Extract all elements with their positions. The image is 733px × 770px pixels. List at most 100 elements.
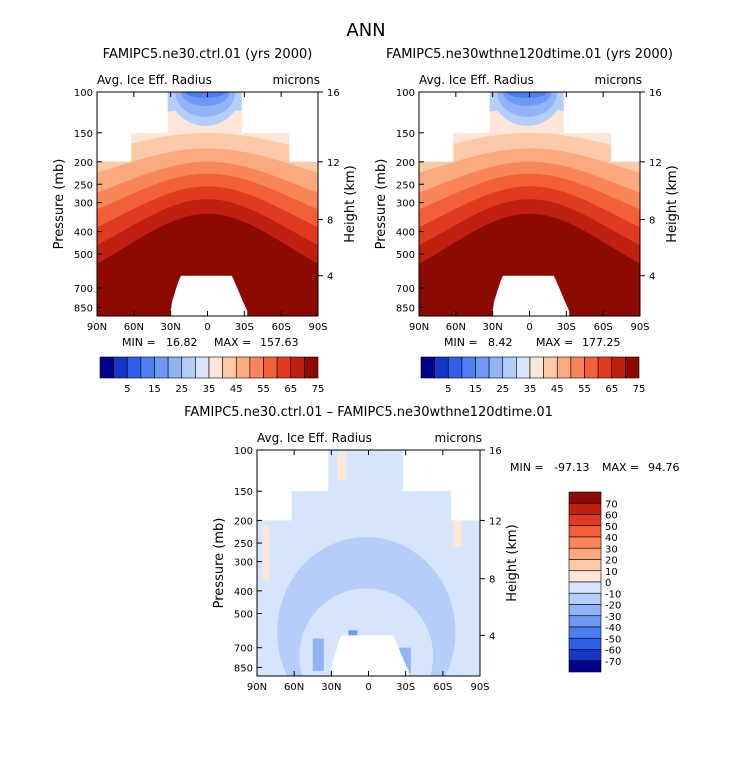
colorbar-swatch xyxy=(276,356,292,379)
y-tick-label: 150 xyxy=(396,129,415,140)
colorbar-swatch xyxy=(568,592,602,605)
colorbar-swatch xyxy=(568,626,602,639)
missing-data-region xyxy=(241,92,318,162)
x-tick-label: 60N xyxy=(124,322,144,333)
colorbar-label: 20 xyxy=(605,556,618,567)
y-tick-label: 850 xyxy=(74,303,93,314)
colorbar-swatch xyxy=(568,547,602,560)
colorbar-swatch xyxy=(597,356,613,379)
colorbar-swatch xyxy=(502,356,517,379)
colorbar-label: 45 xyxy=(230,384,243,395)
colorbar-swatch xyxy=(461,356,476,379)
colorbar-swatch xyxy=(113,356,128,379)
x-tick-label: 30S xyxy=(396,682,415,693)
colorbar-swatch xyxy=(235,356,251,379)
panel-variable-label: Avg. Ice Eff. Radius xyxy=(257,431,372,445)
panel-title: FAMIPC5.ne30wthne120dtime.01 (yrs 2000) xyxy=(386,47,673,62)
colorbar-label: 45 xyxy=(551,384,564,395)
colorbar-swatch xyxy=(556,356,572,379)
colorbar-swatch xyxy=(568,637,602,650)
missing-data-region xyxy=(563,92,640,162)
missing-data-region xyxy=(491,275,570,316)
x-tick-label: 90N xyxy=(409,322,429,333)
height-tick-label: 4 xyxy=(327,272,333,283)
colorbar-swatch xyxy=(568,649,602,662)
colorbar-swatch xyxy=(568,514,602,527)
min-label: MIN = xyxy=(444,336,478,349)
colorbar-label: 40 xyxy=(605,533,618,544)
x-tick-label: 30N xyxy=(321,682,341,693)
y-tick-label: 150 xyxy=(74,129,93,140)
colorbar-label: 35 xyxy=(203,384,216,395)
colorbar-swatch xyxy=(154,356,169,379)
y-tick-label: 400 xyxy=(234,587,253,598)
colorbar-swatch xyxy=(195,356,210,379)
y-tick-label: 100 xyxy=(234,446,253,457)
y-axis-label: Pressure (mb) xyxy=(374,159,389,250)
colorbar-label: 25 xyxy=(175,384,188,395)
x-tick-label: 90N xyxy=(247,682,267,693)
figure-title: ANN xyxy=(346,20,385,41)
missing-data-region xyxy=(257,450,329,521)
colorbar-swatch xyxy=(304,356,319,379)
y-tick-label: 250 xyxy=(234,539,253,550)
colorbar-swatch xyxy=(208,356,223,379)
colorbar-swatch xyxy=(570,356,585,379)
colorbar-label: 0 xyxy=(605,578,611,589)
panel-units-label: microns xyxy=(595,73,643,87)
colorbar-label: 75 xyxy=(633,384,646,395)
height-tick-label: 12 xyxy=(649,158,662,169)
x-tick-label: 0 xyxy=(204,322,210,333)
height-tick-label: 8 xyxy=(489,575,495,586)
colorbar-label: 15 xyxy=(148,384,161,395)
colorbar-label: 70 xyxy=(605,499,618,510)
missing-data-region xyxy=(169,275,248,316)
max-label: MAX = xyxy=(214,336,251,349)
y-tick-label: 100 xyxy=(396,88,415,99)
colorbar-label: 65 xyxy=(284,384,297,395)
colorbar-label: 55 xyxy=(578,384,591,395)
y-tick-label: 200 xyxy=(74,158,93,169)
panel-ctrl: FAMIPC5.ne30.ctrl.01 (yrs 2000) Avg. Ice … xyxy=(52,47,358,395)
colorbar-label: 65 xyxy=(605,384,618,395)
contour-band xyxy=(312,638,324,671)
y-tick-label: 250 xyxy=(74,180,93,191)
missing-data-region xyxy=(403,450,480,521)
y-axis-right-label: Height (km) xyxy=(343,165,358,242)
y-tick-label: 500 xyxy=(74,250,93,261)
height-tick-label: 8 xyxy=(649,216,655,227)
min-label: MIN = xyxy=(510,461,544,474)
colorbar-label: 5 xyxy=(124,384,130,395)
colorbar-swatch xyxy=(140,356,155,379)
colorbar-swatch xyxy=(181,356,196,379)
min-label: MIN = xyxy=(122,336,156,349)
y-tick-label: 150 xyxy=(234,487,253,498)
colorbar-label: -70 xyxy=(605,657,621,668)
y-tick-label: 400 xyxy=(396,228,415,239)
colorbar-label: 30 xyxy=(605,544,618,555)
y-tick-label: 850 xyxy=(396,303,415,314)
x-tick-label: 90N xyxy=(87,322,107,333)
y-tick-label: 200 xyxy=(396,158,415,169)
height-tick-label: 16 xyxy=(489,446,502,457)
colorbar-swatch xyxy=(543,356,558,379)
x-tick-label: 90S xyxy=(630,322,649,333)
contour-band xyxy=(337,452,347,481)
y-tick-label: 500 xyxy=(234,610,253,621)
colorbar-label: 15 xyxy=(469,384,482,395)
height-tick-label: 16 xyxy=(327,88,340,99)
x-tick-label: 60S xyxy=(433,682,452,693)
x-tick-label: 30N xyxy=(161,322,181,333)
colorbar-label: 35 xyxy=(524,384,537,395)
colorbar-label: -50 xyxy=(605,634,621,645)
colorbar-swatch xyxy=(249,356,264,379)
colorbar-label: 60 xyxy=(605,511,618,522)
x-tick-label: 30N xyxy=(483,322,503,333)
x-tick-label: 90S xyxy=(308,322,327,333)
y-tick-label: 700 xyxy=(74,284,93,295)
colorbar-swatch xyxy=(584,356,599,379)
colorbar-swatch xyxy=(625,356,640,379)
panel-title: FAMIPC5.ne30.ctrl.01 (yrs 2000) xyxy=(103,47,313,62)
panel-difference: FAMIPC5.ne30.ctrl.01 – FAMIPC5.ne30wthne… xyxy=(184,405,679,693)
